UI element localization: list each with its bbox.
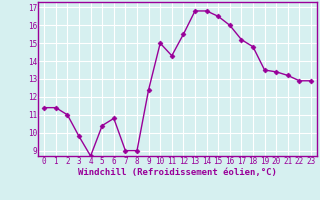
X-axis label: Windchill (Refroidissement éolien,°C): Windchill (Refroidissement éolien,°C) <box>78 168 277 177</box>
